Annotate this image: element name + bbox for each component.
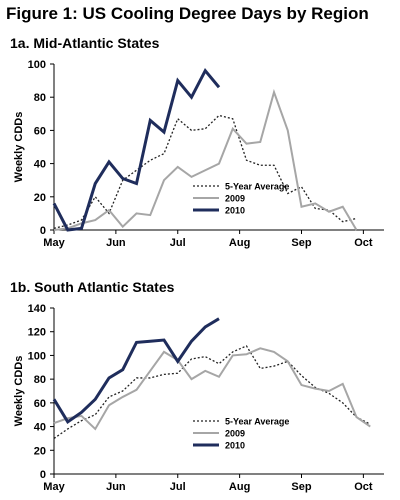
series-line-y2010: [52, 67, 221, 232]
legend-label-avg: 5-Year Average: [225, 417, 289, 427]
series-line-y2009: [53, 347, 371, 431]
chart-1a-title: 1a. Mid-Atlantic States: [10, 35, 160, 51]
y-tick-label: 60: [34, 398, 46, 410]
y-tick-label: 0: [40, 469, 46, 481]
y-axis-label: Weekly CDDs: [13, 112, 25, 183]
x-tick-label: Oct: [354, 237, 373, 249]
x-tick-label: Jun: [106, 237, 126, 249]
y-tick-label: 120: [28, 327, 46, 339]
x-tick-label: Oct: [354, 481, 373, 493]
series-line-y2009: [53, 88, 358, 231]
legend-label-y2009: 2009: [225, 429, 245, 439]
y-tick-label: 80: [34, 92, 46, 104]
legend-label-avg: 5-Year Average: [225, 182, 289, 192]
figure-title: Figure 1: US Cooling Degree Days by Regi…: [6, 4, 369, 23]
y-tick-label: 80: [34, 374, 46, 386]
y-tick-label: 40: [34, 422, 46, 434]
series-line-y2010: [52, 317, 220, 424]
y-tick-label: 0: [40, 225, 46, 237]
legend-label-y2010: 2010: [225, 441, 245, 451]
x-tick-label: Sep: [291, 481, 311, 493]
x-tick-label: Jun: [106, 481, 126, 493]
mid-atlantic-chart: 0 20 40 60 80 100 May Jun Jul Aug Sep Oct Weekly CDD…: [13, 59, 384, 249]
y-tick-label: 100: [28, 59, 46, 71]
x-tick-label: Jul: [170, 481, 186, 493]
y-tick-label: 20: [34, 445, 46, 457]
x-tick-label: May: [43, 237, 65, 249]
south-atlantic-chart: 0 20 40 60 80 100 120 140 May Jun Jul Aug Sep Oct Week…: [13, 303, 384, 493]
x-tick-label: Jul: [170, 237, 186, 249]
y-tick-label: 60: [34, 125, 46, 137]
legend-label-y2010: 2010: [225, 206, 245, 216]
y-tick-label: 20: [34, 192, 46, 204]
x-tick-label: Aug: [229, 481, 250, 493]
x-tick-label: Aug: [229, 237, 250, 249]
y-tick-label: 40: [34, 159, 46, 171]
chart-1b-title: 1b. South Atlantic States: [10, 279, 175, 295]
y-tick-label: 100: [28, 350, 46, 362]
x-tick-label: Sep: [291, 237, 311, 249]
y-tick-label: 140: [28, 303, 46, 315]
series-line-avg: [53, 114, 357, 229]
y-axis-label: Weekly CDDs: [13, 356, 25, 427]
legend-label-y2009: 2009: [225, 194, 245, 204]
x-tick-label: May: [43, 481, 65, 493]
